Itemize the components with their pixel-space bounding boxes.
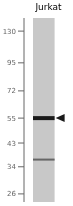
svg-text:72: 72 [8,87,16,95]
svg-text:55: 55 [8,115,16,123]
svg-text:34: 34 [8,163,17,171]
svg-text:95: 95 [8,59,16,67]
svg-text:130: 130 [8,28,16,36]
html-text:Jurkat: Jurkat [35,2,62,12]
svg-text:26: 26 [8,190,17,198]
svg-text:43: 43 [8,140,16,148]
